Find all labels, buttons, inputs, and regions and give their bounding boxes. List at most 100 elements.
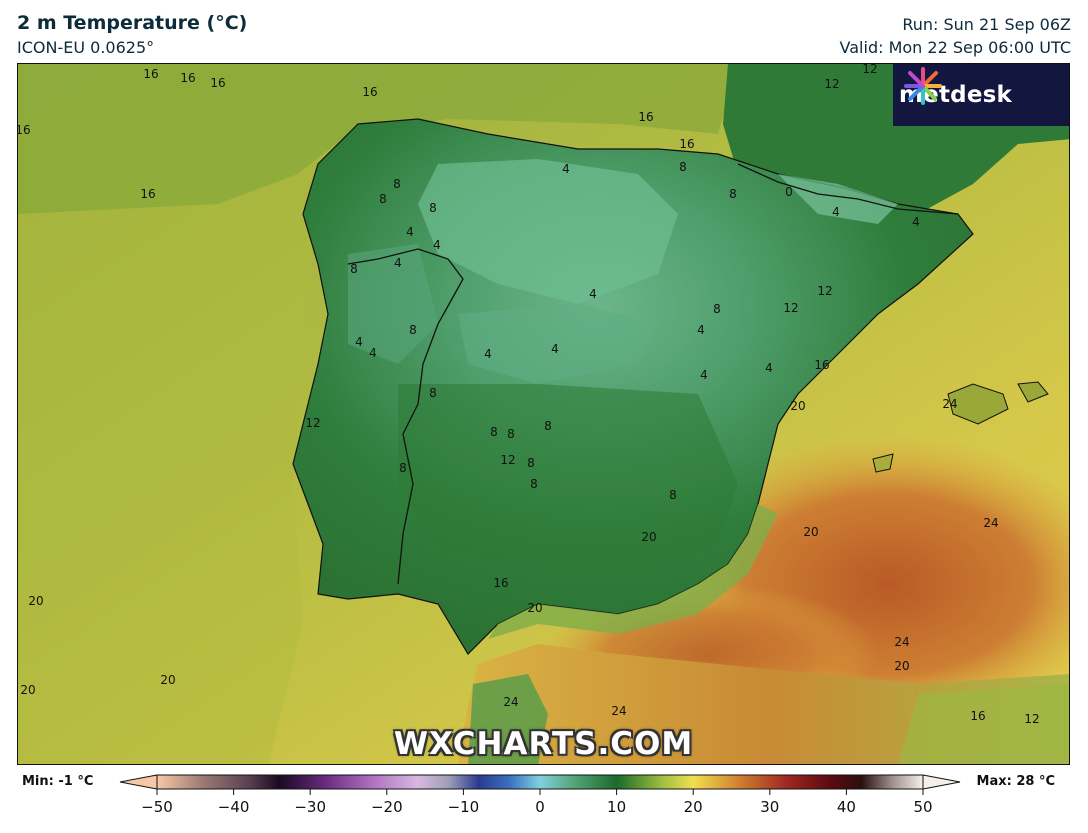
contour-label: 8 [544, 419, 552, 433]
biscay-field [18, 64, 738, 214]
contour-label: 4 [355, 335, 363, 349]
southern-plateau [398, 384, 738, 574]
contour-label: 8 [507, 427, 515, 441]
contour-label: 12 [862, 64, 877, 76]
contour-label: 4 [406, 225, 414, 239]
contour-label: 8 [393, 177, 401, 191]
contour-label: 0 [785, 185, 793, 199]
colorbar-tick-label: −50 [141, 798, 173, 816]
contour-label: 20 [894, 659, 909, 673]
contour-label: 4 [369, 346, 377, 360]
contour-label: 4 [765, 361, 773, 375]
contour-label: 12 [824, 77, 839, 91]
temperature-map[interactable]: 16 16 16 16 16 16 16 16 12 12 8 8 8 4 4 … [17, 63, 1070, 765]
map-canvas: 16 16 16 16 16 16 16 16 12 12 8 8 8 4 4 … [18, 64, 1069, 764]
contour-label: 4 [697, 323, 705, 337]
contour-label: 8 [429, 201, 437, 215]
contour-label: 8 [490, 425, 498, 439]
colorbar-tick-label: 40 [837, 798, 856, 816]
contour-label: 16 [140, 187, 155, 201]
contour-label: 16 [970, 709, 985, 723]
contour-label: 8 [530, 477, 538, 491]
contour-label: 16 [143, 67, 158, 81]
contour-label: 24 [942, 397, 957, 411]
contour-label: 4 [551, 342, 559, 356]
contour-labels: 16 16 16 16 16 16 16 16 12 12 8 8 8 4 4 … [18, 64, 1040, 726]
contour-label: 16 [679, 137, 694, 151]
central-system [458, 304, 658, 384]
contour-label: 8 [669, 488, 677, 502]
contour-label: 20 [20, 683, 35, 697]
contour-label: 8 [679, 160, 687, 174]
southeast-coast-band [488, 504, 778, 639]
contour-label: 20 [803, 525, 818, 539]
pyrenees-border [737, 163, 959, 215]
colorbar-tick-label: −30 [294, 798, 326, 816]
colorbar-tick-label: 20 [684, 798, 703, 816]
contour-label: 16 [493, 576, 508, 590]
ibiza [872, 453, 894, 473]
contour-label: 24 [611, 704, 626, 718]
atlantic-field [18, 64, 348, 764]
colorbar-tick-label: 30 [760, 798, 779, 816]
northern-meseta [418, 159, 678, 304]
contour-label: 16 [362, 85, 377, 99]
contour-label: 8 [713, 302, 721, 316]
colorbar-tick-labels: −50 −40 −30 −20 −10 0 10 20 30 40 50 [141, 798, 932, 816]
colorbar-right-arrow [922, 774, 961, 790]
contour-label: 16 [638, 110, 653, 124]
contour-label: 12 [1024, 712, 1039, 726]
contour-label: 20 [527, 601, 542, 615]
colorbar-max-label: Max: 28 °C [976, 774, 1055, 789]
model-label: ICON-EU 0.0625° [17, 38, 155, 57]
contour-label: 8 [409, 323, 417, 337]
contour-label: 8 [527, 456, 535, 470]
contour-label: 4 [433, 238, 441, 252]
portugal-border [347, 248, 464, 585]
contour-label: 4 [589, 287, 597, 301]
contour-label: 24 [503, 695, 518, 709]
colorbar-tick-label: 10 [607, 798, 626, 816]
contour-label: 4 [832, 205, 840, 219]
contour-label: 12 [500, 453, 515, 467]
contour-label: 20 [160, 673, 175, 687]
wxcharts-watermark: WXCHARTS.COM [393, 726, 694, 762]
atlas-green [898, 684, 1069, 764]
contour-label: 16 [180, 71, 195, 85]
galicia-highlands [348, 244, 438, 364]
colorbar-tick-label: −20 [371, 798, 403, 816]
contour-label: 16 [210, 76, 225, 90]
contour-label: 12 [305, 416, 320, 430]
contour-label: 24 [894, 635, 909, 649]
run-time: Run: Sun 21 Sep 06Z [902, 15, 1071, 34]
colorbar-min-label: Min: -1 °C [22, 774, 94, 789]
colorbar-gradient [156, 774, 924, 790]
contour-label: 8 [729, 187, 737, 201]
contour-label: 20 [28, 594, 43, 608]
colorbar-left-arrow [119, 774, 158, 790]
contour-label: 12 [817, 284, 832, 298]
colorbar-ticks [156, 789, 924, 795]
contour-label: 4 [484, 347, 492, 361]
contour-label: 8 [350, 262, 358, 276]
contour-label: 8 [399, 461, 407, 475]
colorbar-tick-label: 50 [913, 798, 932, 816]
colorbar-tick-label: −10 [448, 798, 480, 816]
chart-title: 2 m Temperature (°C) [17, 12, 248, 34]
metdesk-burst-icon [904, 67, 942, 105]
contour-label: 24 [983, 516, 998, 530]
rif-mountains [468, 674, 548, 764]
contour-label: 4 [562, 162, 570, 176]
contour-label: 8 [379, 192, 387, 206]
menorca [1017, 381, 1049, 403]
valid-time: Valid: Mon 22 Sep 06:00 UTC [839, 38, 1071, 57]
contour-label: 20 [790, 399, 805, 413]
colorbar-tick-label: −40 [218, 798, 250, 816]
contour-label: 4 [394, 256, 402, 270]
colorbar-tick-label: 0 [535, 798, 545, 816]
contour-label: 20 [641, 530, 656, 544]
colorbar: −50 −40 −30 −20 −10 0 10 20 30 40 50 [119, 774, 961, 816]
contour-label: 8 [429, 386, 437, 400]
contour-label: 4 [700, 368, 708, 382]
contour-label: 4 [912, 215, 920, 229]
